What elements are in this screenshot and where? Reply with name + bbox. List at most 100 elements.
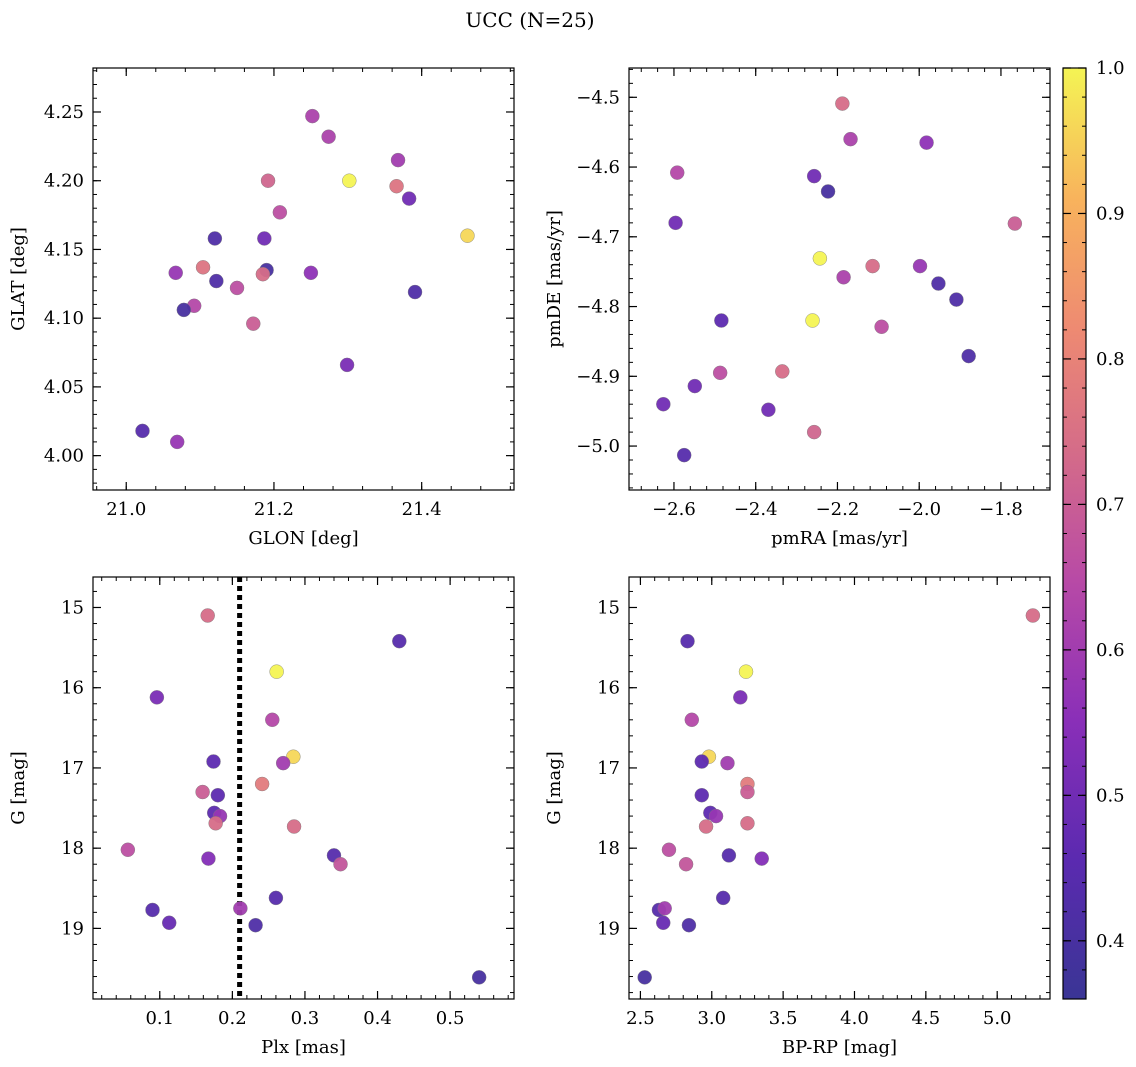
scatter-point (392, 633, 407, 649)
scatter-point (637, 970, 652, 985)
y-tick-label: 16 (597, 678, 620, 699)
scatter-point (740, 816, 755, 831)
x-tick-label: −2.2 (816, 499, 860, 520)
scatter-point (120, 842, 136, 857)
scatter-point (712, 365, 728, 381)
scatter-point (661, 842, 677, 857)
scatter-point (1007, 216, 1023, 231)
scatter-point (255, 266, 271, 282)
x-tick-label: −2.6 (652, 499, 696, 520)
scatter-point (812, 251, 828, 266)
scatter-point (149, 690, 165, 705)
scatter-point (195, 784, 210, 800)
x-tick-label: 4.5 (912, 1008, 941, 1029)
scatter-point (657, 901, 672, 916)
x-tick-label: 3.5 (769, 1008, 798, 1029)
scatter-point (738, 664, 754, 679)
scatter-point (656, 915, 671, 930)
y-tick-label: 18 (597, 838, 620, 859)
scatter-point (656, 397, 671, 412)
x-tick-label: 2.5 (626, 1008, 655, 1029)
scatter-point (265, 712, 280, 728)
y-tick-label: 15 (61, 597, 84, 618)
figure-title: UCC (N=25) (465, 8, 594, 32)
scatter-point (321, 129, 336, 144)
scatter-point (836, 270, 851, 285)
scatter-point (720, 755, 735, 771)
colorbar-tick-label: 0.6 (1096, 640, 1125, 661)
scatter-point (471, 970, 487, 985)
colorbar: 0.4 0.5 0.6 0.7 0.8 0.9 1.0 (1062, 58, 1125, 1000)
x-tick-label: −2.0 (897, 499, 941, 520)
scatter-point (145, 902, 160, 918)
scatter-point (806, 168, 822, 184)
scatter-point (761, 402, 776, 417)
y-axis-label: GLAT [deg] (8, 227, 29, 331)
scatter-point (342, 173, 357, 188)
scatter-point (678, 857, 694, 872)
y-axis-label: G [mag] (8, 751, 29, 824)
scatter-point (207, 231, 223, 246)
scatter-point (200, 608, 215, 623)
scatter-point (676, 447, 692, 463)
x-tick-label: 21.2 (254, 499, 294, 520)
axes-frame (92, 576, 515, 1000)
scatter-point (257, 231, 272, 246)
scatter-point (260, 173, 276, 188)
scatter-point (805, 313, 820, 328)
scatter-point (305, 108, 320, 124)
x-tick-label: −1.8 (979, 499, 1023, 520)
scatter-point (715, 890, 731, 906)
x-tick-label: 0.3 (291, 1008, 320, 1029)
y-axis-label: G [mag] (544, 751, 565, 824)
scatter-point (407, 284, 423, 300)
scatter-point (460, 228, 475, 243)
scatter-point (1025, 608, 1041, 623)
scatter-point (919, 135, 934, 150)
axes-frame (628, 67, 1051, 491)
scatter-point (694, 788, 709, 803)
scatter-point (233, 901, 248, 916)
scatter-point (843, 131, 858, 147)
y-tick-label: −4.7 (576, 227, 620, 248)
x-tick-label: 3.0 (697, 1008, 726, 1029)
scatter-point (754, 851, 769, 866)
x-tick-label: 0.2 (218, 1008, 247, 1029)
x-tick-label: 4.0 (840, 1008, 869, 1029)
y-tick-label: −5.0 (576, 436, 620, 457)
colorbar-tick-label: 1.0 (1096, 58, 1125, 79)
x-tick-label: 21.0 (106, 499, 146, 520)
scatter-point (733, 690, 748, 705)
y-tick-label: 17 (597, 758, 620, 779)
x-tick-label: 0.4 (363, 1008, 392, 1029)
scatter-point (670, 165, 685, 180)
scatter-point (874, 319, 889, 334)
colorbar-tick-label: 0.8 (1096, 349, 1125, 370)
scatter-point (246, 316, 261, 331)
y-tick-label: −4.8 (576, 297, 620, 318)
axes-frame (92, 67, 515, 491)
colorbar-tick-label: 0.5 (1096, 785, 1125, 806)
scatter-point (721, 848, 737, 863)
axes-frame (628, 576, 1051, 1000)
scatter-point (169, 434, 185, 450)
scatter-point (401, 191, 417, 206)
panel-pmra-pmde: −2.6 −2.4 −2.2 −2.0 −1.8 −5.0 −4.9 −4.8 −4.7 −4.6… (544, 67, 1051, 549)
scatter-point (268, 890, 284, 906)
y-tick-label: 17 (61, 758, 84, 779)
y-axis-label: pmDE [mas/yr] (544, 210, 565, 348)
scatter-point (912, 258, 928, 274)
x-axis-label: Plx [mas] (261, 1037, 346, 1058)
scatter-point (135, 423, 150, 439)
scatter-point (269, 664, 284, 679)
panel-plx-g: 0.1 0.2 0.3 0.4 0.5 15 16 17 18 19 Plx [mas] G [mag… (8, 576, 515, 1058)
scatter-point (820, 184, 836, 199)
scatter-point (865, 258, 880, 274)
scatter-point (333, 857, 348, 872)
colorbar-tick-label: 0.9 (1096, 203, 1125, 224)
y-tick-label: 19 (597, 918, 620, 939)
scatter-point (835, 96, 850, 111)
y-tick-label: 4.15 (44, 239, 84, 260)
scatter-point (210, 788, 226, 803)
